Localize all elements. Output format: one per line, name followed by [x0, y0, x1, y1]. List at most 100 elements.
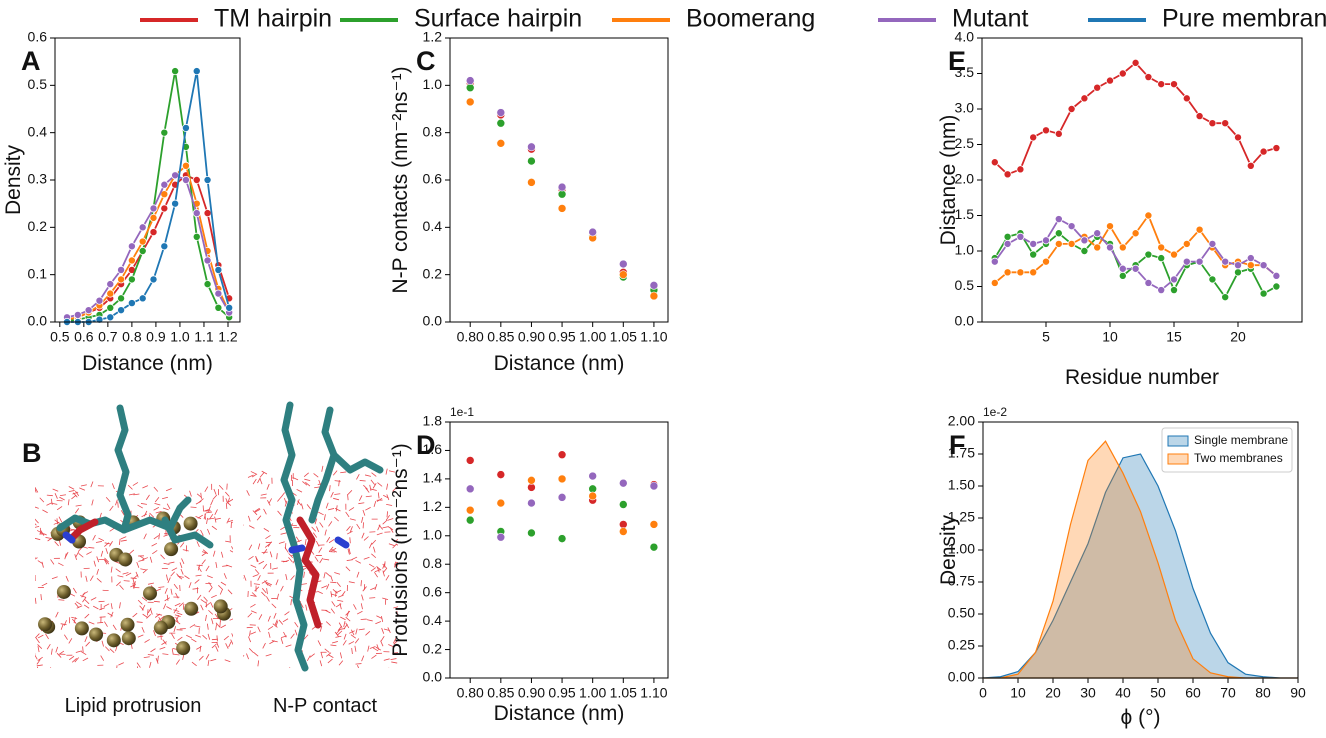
- water: [216, 641, 220, 648]
- water: [167, 577, 171, 584]
- water: [215, 624, 217, 631]
- water: [311, 526, 317, 532]
- water: [334, 493, 341, 495]
- water: [313, 473, 319, 478]
- water: [282, 618, 289, 623]
- water: [349, 526, 353, 533]
- water: [153, 486, 159, 492]
- point: [1221, 257, 1230, 266]
- x-tick-label: 40: [1115, 685, 1131, 701]
- water: [229, 550, 233, 553]
- water: [392, 486, 398, 492]
- y-tick-label: 0.4: [423, 612, 443, 628]
- water: [42, 509, 48, 514]
- water: [275, 579, 279, 586]
- water: [266, 596, 270, 602]
- point: [1054, 215, 1063, 224]
- water: [74, 657, 80, 663]
- phosphate: [176, 641, 191, 656]
- water: [225, 491, 230, 497]
- water: [372, 647, 379, 652]
- water: [36, 659, 41, 665]
- water: [228, 498, 233, 503]
- axis-offset: 1e-2: [983, 405, 1007, 419]
- water: [336, 581, 341, 588]
- water: [142, 613, 148, 618]
- phosphate: [56, 584, 71, 599]
- water: [59, 494, 67, 497]
- water: [123, 580, 130, 582]
- image-panel: B Lipid protrusion N-P contact: [22, 401, 398, 717]
- water: [58, 599, 65, 601]
- point: [649, 542, 659, 552]
- phosphate: [183, 516, 198, 531]
- point: [225, 303, 234, 312]
- water: [208, 587, 213, 593]
- point: [160, 204, 169, 213]
- water: [331, 641, 338, 644]
- water: [248, 525, 255, 529]
- water: [273, 612, 277, 619]
- water: [225, 540, 232, 543]
- water: [74, 508, 80, 514]
- chart-panel: C 0.80 0.85 0.90 0.95 1.00 1.05 1.10 0.0 0.2 0.4 0.…: [389, 29, 669, 375]
- water: [284, 497, 287, 504]
- water: [335, 589, 342, 594]
- point: [618, 478, 628, 488]
- water: [39, 497, 45, 503]
- water: [290, 575, 295, 581]
- water: [393, 539, 398, 543]
- water: [189, 624, 196, 628]
- chart-panel: E 5 10 15 20 0.0 0.5 1.0 1.5 2.0 2.5 3.0 3.5 4.0 Resid…: [937, 29, 1303, 389]
- water: [267, 625, 274, 630]
- water: [71, 618, 77, 624]
- water: [159, 615, 165, 621]
- water: [120, 539, 127, 542]
- water: [280, 532, 287, 535]
- water: [82, 657, 89, 662]
- water: [231, 633, 233, 638]
- water: [266, 483, 270, 490]
- water: [207, 528, 211, 535]
- water: [285, 574, 288, 581]
- water: [351, 556, 358, 561]
- water: [327, 658, 333, 664]
- water: [380, 635, 385, 642]
- water: [355, 560, 361, 564]
- water: [354, 645, 357, 652]
- water: [170, 571, 175, 577]
- water: [139, 555, 145, 560]
- point: [203, 209, 212, 218]
- water: [251, 473, 258, 478]
- y-tick-label: 1.25: [948, 509, 975, 525]
- x-tick-label: 1.10: [640, 685, 667, 701]
- point: [465, 97, 475, 107]
- water: [164, 597, 170, 602]
- point: [1170, 80, 1179, 89]
- water: [214, 509, 218, 516]
- x-tick-label: 0.80: [457, 329, 484, 345]
- y-tick-label: 1.2: [423, 29, 443, 45]
- water: [46, 502, 53, 506]
- legend-frame: [1161, 427, 1293, 473]
- point: [618, 259, 628, 269]
- water: [319, 660, 323, 667]
- water: [358, 628, 365, 631]
- water: [300, 583, 307, 585]
- water: [266, 581, 273, 586]
- water: [157, 635, 164, 638]
- water: [376, 644, 380, 651]
- water: [330, 547, 337, 552]
- point: [106, 303, 115, 312]
- water: [231, 546, 233, 550]
- water: [173, 653, 180, 656]
- point: [1106, 76, 1115, 85]
- water: [340, 616, 346, 621]
- y-tick-label: 0.4: [423, 218, 443, 234]
- water: [165, 488, 172, 492]
- point: [618, 500, 628, 509]
- water: [83, 604, 90, 609]
- water: [305, 604, 308, 611]
- caption: Lipid protrusion: [65, 695, 202, 717]
- water: [137, 599, 143, 605]
